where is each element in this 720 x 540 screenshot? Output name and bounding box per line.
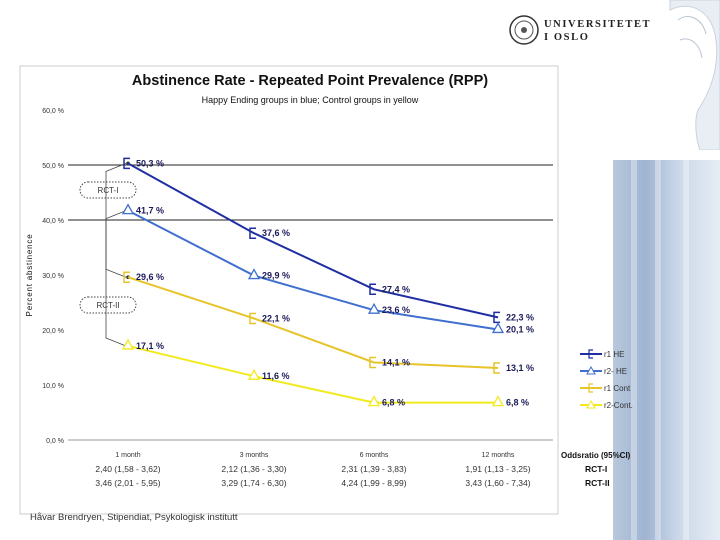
odds-ratio-value: 3,29 (1,74 - 6,30) xyxy=(221,478,286,488)
odds-ratio-value: 2,31 (1,39 - 3,83) xyxy=(341,464,406,474)
series-marker xyxy=(123,271,130,283)
series-marker xyxy=(249,227,256,239)
decorative-panel xyxy=(613,160,720,540)
data-label: 6,8 % xyxy=(382,398,405,408)
x-category-label: 12 months xyxy=(482,452,515,459)
series-marker xyxy=(249,312,256,325)
data-label: 17,1 % xyxy=(136,341,164,351)
data-label: 6,8 % xyxy=(506,398,529,408)
series-line xyxy=(127,276,499,369)
data-label: 20,1 % xyxy=(506,324,534,334)
data-label: 29,6 % xyxy=(136,272,164,282)
series-marker xyxy=(367,395,381,407)
data-label: 37,6 % xyxy=(262,228,290,238)
odds-ratio-value: 3,46 (2,01 - 5,95) xyxy=(95,478,160,488)
series-marker xyxy=(121,338,135,350)
y-tick-label: 40,0 % xyxy=(42,218,64,225)
series-marker xyxy=(493,362,500,374)
annotation-box xyxy=(79,181,137,199)
odds-ratio-value: 3,43 (1,60 - 7,34) xyxy=(465,478,530,488)
series-line xyxy=(127,344,498,404)
odds-ratio-value: 4,24 (1,99 - 8,99) xyxy=(341,478,406,488)
odds-ratio-value: 1,91 (1,13 - 3,25) xyxy=(465,464,530,474)
legend-label: r2-Cont. xyxy=(604,401,633,410)
odds-ratio-value: 2,12 (1,36 - 3,30) xyxy=(221,464,286,474)
series-line xyxy=(127,162,499,319)
data-label: 41,7 % xyxy=(136,206,164,216)
annotation-box xyxy=(79,296,137,314)
x-category-label: 1 month xyxy=(115,452,140,459)
annotation-connector xyxy=(105,210,127,347)
x-category-label: 3 months xyxy=(240,452,269,459)
statue-head-icon xyxy=(669,0,720,150)
series-marker xyxy=(121,203,135,215)
series-marker xyxy=(493,311,500,324)
data-label: 29,9 % xyxy=(262,271,290,281)
data-label: 22,1 % xyxy=(262,313,290,323)
legend-label: r1 HE xyxy=(604,350,624,359)
series-marker xyxy=(123,157,130,170)
university-seal-icon xyxy=(509,15,539,45)
legend-marker xyxy=(588,383,593,393)
legend-marker xyxy=(586,399,596,409)
series-marker xyxy=(491,395,505,407)
odds-ratio-value: 2,40 (1,58 - 3,62) xyxy=(95,464,160,474)
series-marker xyxy=(247,368,261,380)
data-label: 14,1 % xyxy=(382,357,410,367)
legend-label: r2- HE xyxy=(604,367,627,376)
series-marker xyxy=(491,322,505,334)
data-label: 50,3 % xyxy=(136,158,164,168)
data-label: 27,4 % xyxy=(382,284,410,294)
data-label: 13,1 % xyxy=(506,363,534,373)
y-tick-label: 30,0 % xyxy=(42,273,64,280)
y-tick-label: 0,0 % xyxy=(46,438,64,445)
series-marker xyxy=(369,283,376,296)
y-tick-label: 60,0 % xyxy=(42,108,64,115)
y-tick-label: 10,0 % xyxy=(42,383,64,390)
odds-ratio-header: Oddsratio (95%CI) xyxy=(561,451,631,460)
series-marker xyxy=(369,356,376,369)
data-label: 22,3 % xyxy=(506,312,534,322)
chart-title: Abstinence Rate - Repeated Point Prevale… xyxy=(132,73,488,89)
legend-marker xyxy=(586,365,596,375)
series-marker xyxy=(247,268,261,280)
logo-line1: UNIVERSITETET xyxy=(544,19,652,30)
odds-ratio-row-label: RCT-I xyxy=(585,464,607,474)
y-tick-label: 50,0 % xyxy=(42,163,64,170)
footer-author: Håvar Brendryen, Stipendiat, Psykologisk… xyxy=(30,512,238,523)
logo-line2: I OSLO xyxy=(544,32,590,43)
legend-marker xyxy=(588,349,593,359)
data-label: 23,6 % xyxy=(382,305,410,315)
chart-subtitle: Happy Ending groups in blue; Control gro… xyxy=(202,95,419,105)
odds-ratio-row-label: RCT-II xyxy=(585,478,610,488)
chart-frame xyxy=(19,65,559,515)
series-line xyxy=(127,209,499,331)
x-category-label: 6 months xyxy=(360,452,389,459)
annotation-label: RCT-I xyxy=(98,186,119,195)
series-marker xyxy=(367,302,381,314)
legend-label: r1 Cont xyxy=(604,384,631,393)
y-tick-label: 20,0 % xyxy=(42,328,64,335)
y-axis-label: Percent abstinence xyxy=(25,234,34,317)
annotation-label: RCT-II xyxy=(96,301,119,310)
data-label: 11,6 % xyxy=(262,371,290,381)
